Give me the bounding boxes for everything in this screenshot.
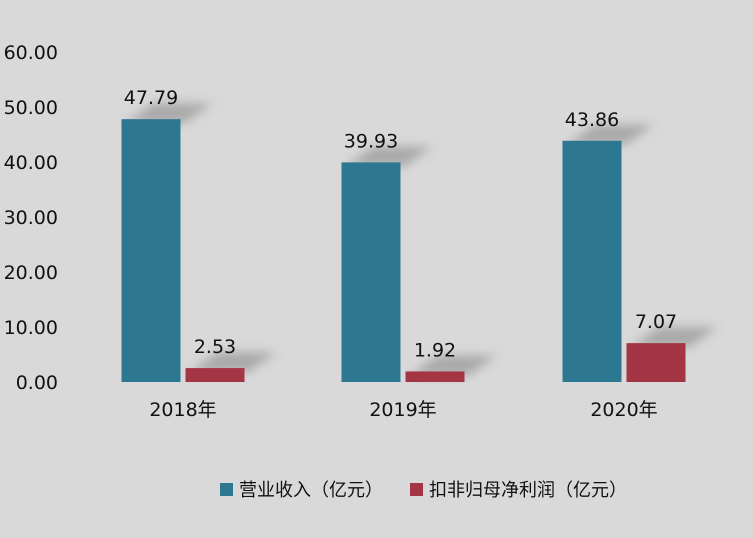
- bar-net-profit: [405, 371, 465, 382]
- bar-shadow: [409, 355, 497, 376]
- y-tick-label: 50.00: [4, 97, 58, 119]
- bar-revenue: [121, 119, 181, 382]
- bar-shadow: [125, 103, 213, 124]
- y-tick-label: 40.00: [4, 152, 58, 174]
- x-tick-label: 2020年: [590, 399, 657, 421]
- data-label: 1.92: [414, 339, 456, 361]
- y-tick-label: 10.00: [4, 317, 58, 339]
- x-tick-label: 2019年: [369, 399, 436, 421]
- data-label: 2.53: [194, 336, 236, 358]
- bar-shadow: [189, 352, 277, 373]
- data-label: 43.86: [565, 109, 619, 131]
- bar-revenue: [562, 140, 622, 382]
- legend-label: 扣非归母净利润（亿元）: [429, 480, 627, 501]
- legend-swatch: [220, 483, 233, 496]
- legend-item-net-profit: 扣非归母净利润（亿元）: [410, 480, 627, 501]
- bar-net-profit: [185, 368, 245, 382]
- y-tick-label: 0.00: [16, 372, 58, 394]
- bar-net-profit: [626, 343, 686, 382]
- data-label: 47.79: [124, 87, 178, 109]
- legend-item-revenue: 营业收入（亿元）: [220, 480, 383, 501]
- y-tick-label: 30.00: [4, 207, 58, 229]
- bars: [121, 119, 686, 382]
- bar-shadow: [630, 327, 718, 348]
- y-axis-ticks: 0.00 10.00 20.00 30.00 40.00 50.00 60.00: [4, 42, 58, 394]
- y-tick-label: 20.00: [4, 262, 58, 284]
- bar-shadow: [345, 146, 433, 167]
- bar-shadow: [566, 124, 654, 145]
- data-labels: 47.79 2.53 39.93 1.92 43.86 7.07: [124, 87, 677, 361]
- legend-label: 营业收入（亿元）: [239, 480, 383, 501]
- data-label: 39.93: [344, 130, 398, 152]
- bar-revenue: [341, 162, 401, 382]
- y-tick-label: 60.00: [4, 42, 58, 64]
- data-label: 7.07: [635, 311, 677, 333]
- legend-swatch: [410, 483, 423, 496]
- x-axis-ticks: 2018年 2019年 2020年: [149, 399, 657, 421]
- x-tick-label: 2018年: [149, 399, 216, 421]
- bar-shadows: [125, 103, 718, 376]
- legend: 营业收入（亿元） 扣非归母净利润（亿元）: [220, 480, 627, 501]
